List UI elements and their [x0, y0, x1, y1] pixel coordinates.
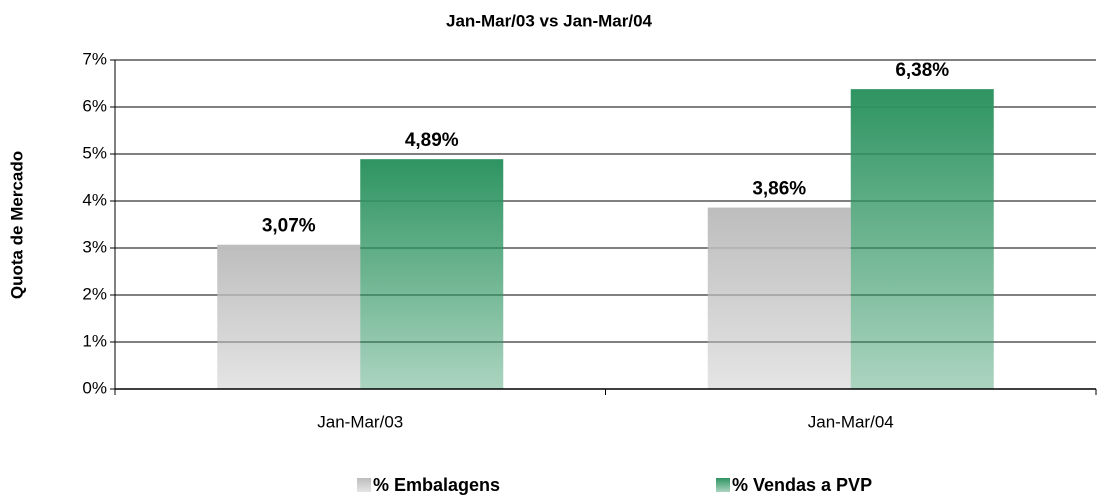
- y-tick-label: 6%: [82, 96, 107, 115]
- data-label: 3,07%: [262, 216, 316, 237]
- legend-swatch: [716, 478, 730, 492]
- x-tick-label: Jan-Mar/03: [317, 412, 403, 431]
- data-label: 3,86%: [752, 179, 806, 200]
- legend-label: % Vendas a PVP: [732, 475, 872, 495]
- y-tick-label: 2%: [82, 284, 107, 303]
- bar: [707, 207, 851, 389]
- legend-label: % Embalagens: [373, 475, 500, 495]
- y-tick-label: 5%: [82, 143, 107, 162]
- y-tick-label: 3%: [82, 237, 107, 256]
- y-tick-label: 7%: [82, 49, 107, 68]
- legend-swatch: [357, 478, 371, 492]
- x-tick-label: Jan-Mar/04: [808, 412, 894, 431]
- bar: [360, 159, 504, 389]
- data-label: 4,89%: [405, 130, 459, 151]
- y-axis-label: Quota de Mercado: [7, 151, 26, 299]
- bar: [217, 244, 361, 389]
- data-label: 6,38%: [895, 60, 949, 81]
- bar: [850, 89, 994, 389]
- y-tick-label: 1%: [82, 331, 107, 350]
- y-tick-label: 4%: [82, 190, 107, 209]
- y-tick-label: 0%: [82, 378, 107, 397]
- chart-title: Jan-Mar/03 vs Jan-Mar/04: [446, 11, 653, 30]
